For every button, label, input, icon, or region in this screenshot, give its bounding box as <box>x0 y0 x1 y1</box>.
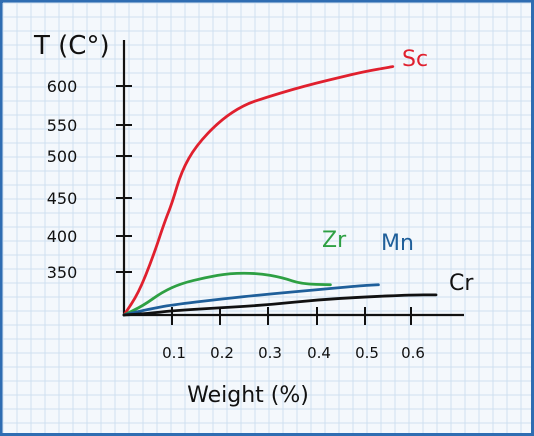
series-lines <box>122 65 438 317</box>
series-label-mn: Mn <box>381 231 414 256</box>
series-label-zr: Zr <box>322 228 347 253</box>
y-tick-label: 500 <box>47 147 78 166</box>
series-cr-line <box>122 293 438 317</box>
x-tick-label: 0.2 <box>210 344 234 362</box>
x-tick-label: 0.4 <box>307 344 331 362</box>
series-sc-line <box>122 65 395 317</box>
series-label-cr: Cr <box>449 271 474 296</box>
y-tick-label: 400 <box>47 227 78 246</box>
labels: 0.1 0.2 0.3 0.4 0.5 0.6 350 400 450 500 550 600 T (C… <box>33 31 474 408</box>
y-tick-label: 350 <box>47 263 78 282</box>
y-tick-label: 450 <box>47 189 78 208</box>
y-tick-label: 600 <box>47 77 78 96</box>
series-mn-line <box>122 283 380 317</box>
y-tick-label: 550 <box>47 116 78 135</box>
x-axis-label: Weight (%) <box>187 383 309 408</box>
x-tick-label: 0.3 <box>258 344 282 362</box>
y-axis-label: T (C°) <box>33 31 110 61</box>
x-tick-label: 0.1 <box>162 344 186 362</box>
x-tick-label: 0.6 <box>401 344 425 362</box>
grid <box>2 2 531 433</box>
series-zr-line <box>122 271 332 317</box>
series-label-sc: Sc <box>402 47 428 72</box>
axes <box>122 40 464 317</box>
x-tick-label: 0.5 <box>355 344 379 362</box>
